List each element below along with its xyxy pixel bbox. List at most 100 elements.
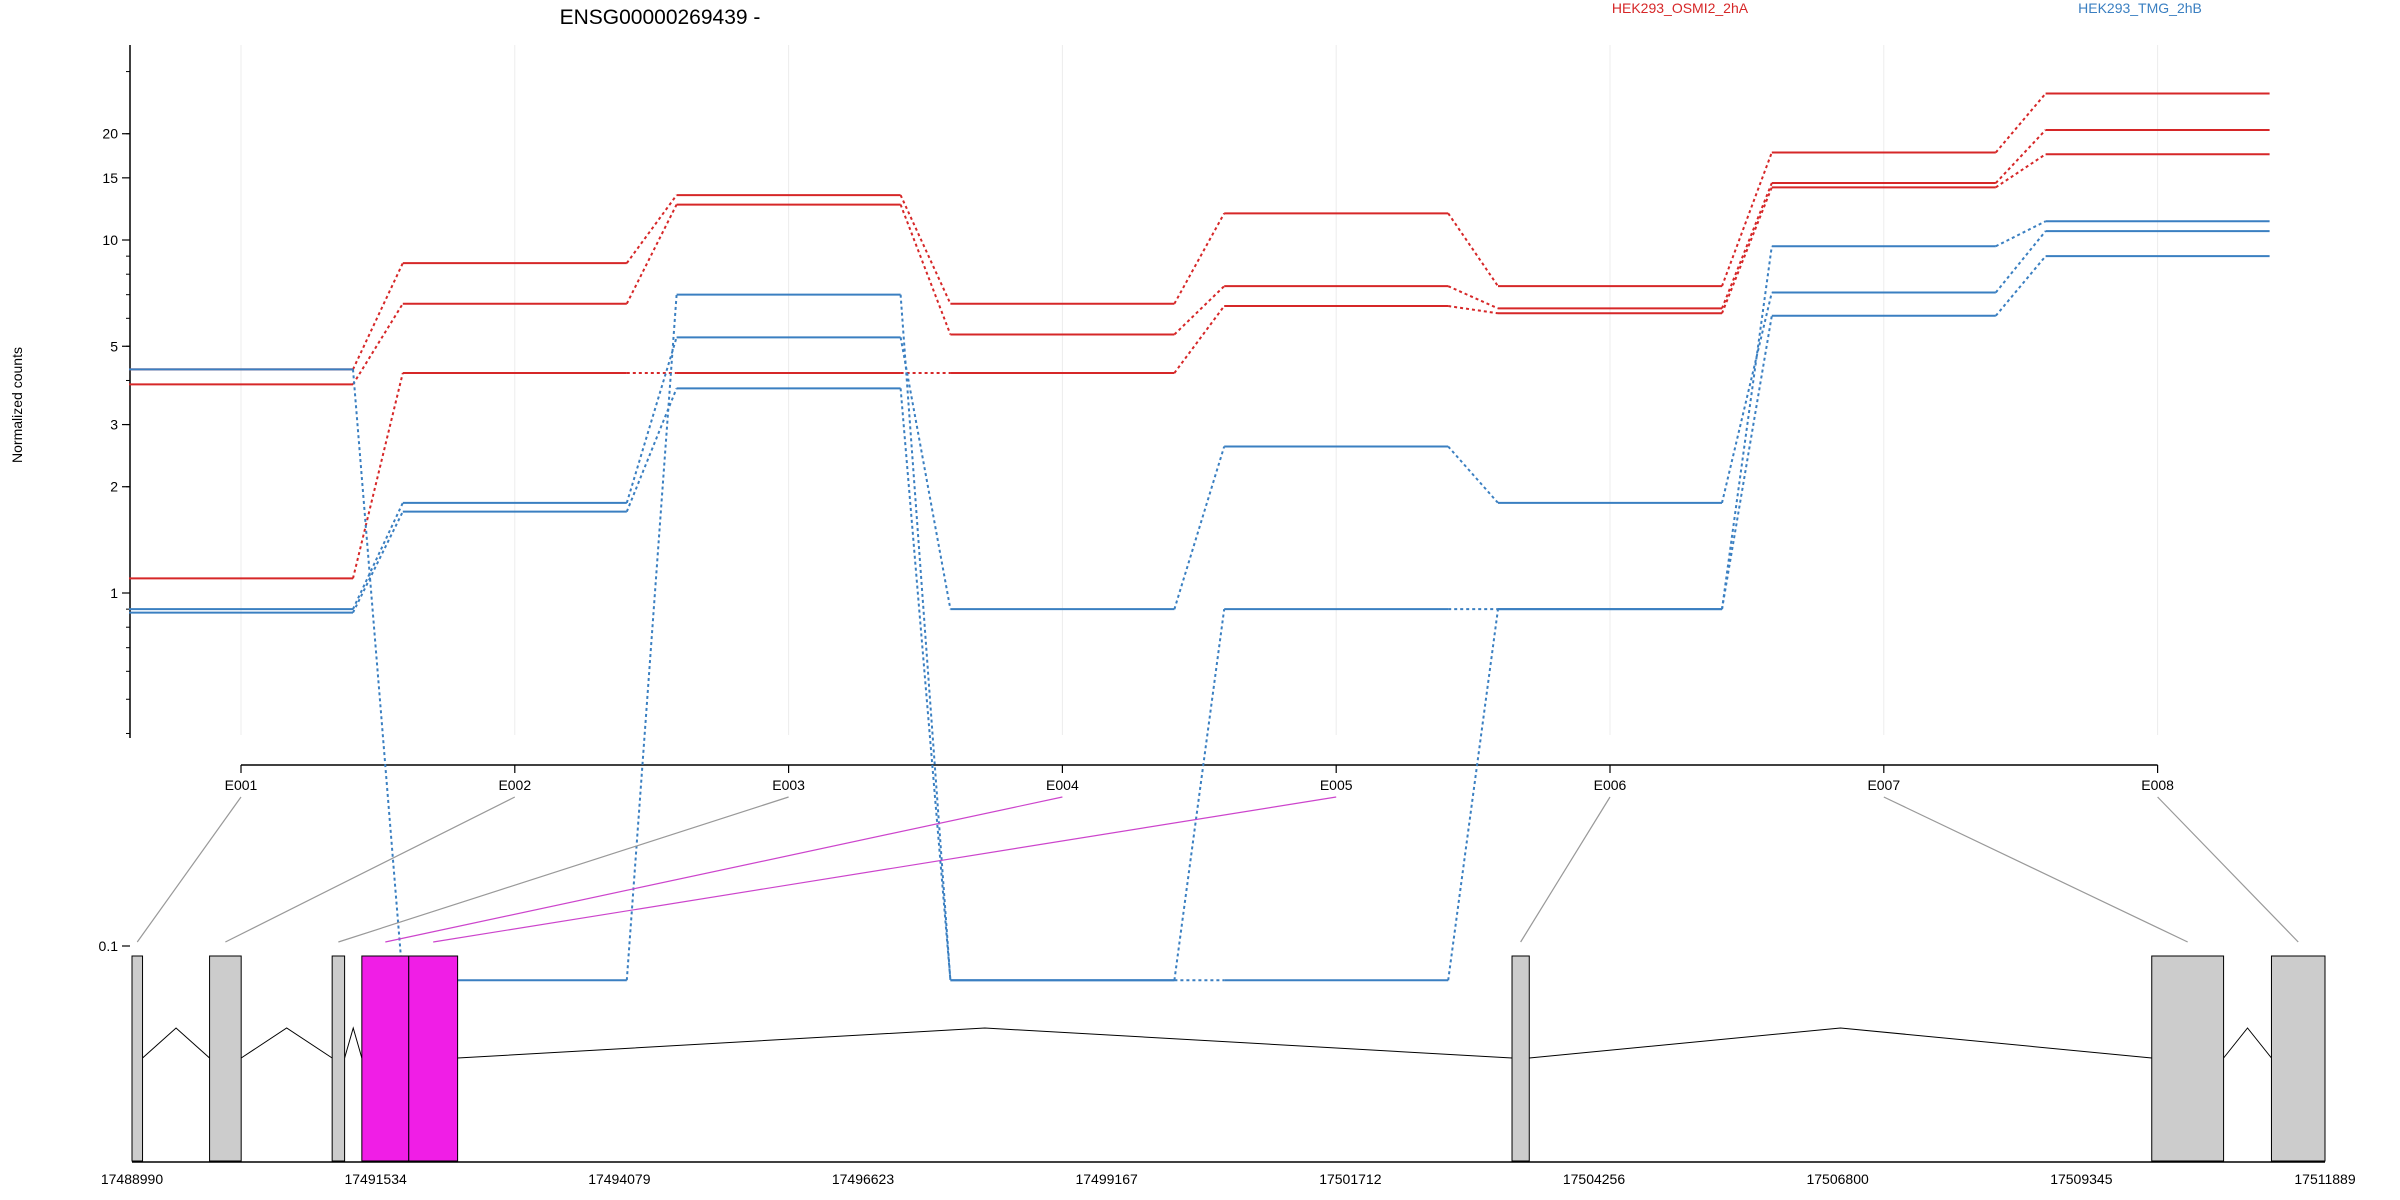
- series-transition: [1721, 186, 1773, 314]
- series-transition: [1448, 305, 1499, 315]
- x-tick-label: E003: [772, 777, 805, 793]
- series-transition: [352, 502, 404, 610]
- intron-E002-E003: [240, 1027, 333, 1059]
- series-HEK293_OSMI2_2hA-2: [129, 153, 2270, 580]
- series-transition: [1447, 609, 1499, 981]
- series-transition: [625, 294, 678, 981]
- exon-boxes: [131, 955, 2326, 1162]
- x-tick-label: E002: [498, 777, 531, 793]
- series-transition: [899, 204, 952, 335]
- exon-box-E004: [361, 955, 410, 1162]
- series-transition: [1721, 315, 1773, 610]
- coordinate-label: 17504256: [1563, 1171, 1626, 1187]
- connector-E008: [2157, 796, 2299, 943]
- coordinate-label: 17499167: [1075, 1171, 1138, 1187]
- series-transition: [1173, 609, 1226, 981]
- connector-E006: [1520, 796, 1611, 943]
- series-HEK293_OSMI2_2hA-1: [129, 128, 2270, 386]
- intron-lines: [142, 1026, 2272, 1059]
- series-transition: [899, 294, 952, 981]
- series-transition: [352, 303, 404, 385]
- y-tick-label: 5: [110, 338, 118, 354]
- coordinate-label: 17491534: [344, 1171, 407, 1187]
- exon-box-E007: [2151, 955, 2225, 1162]
- series-transition: [625, 204, 678, 305]
- series-transition: [1995, 153, 2047, 189]
- y-tick-label: 0.1: [99, 938, 119, 954]
- legend-label-tmg: HEK293_TMG_2hB: [2078, 0, 2202, 16]
- exon-box-E002: [209, 955, 242, 1162]
- series-transition: [1721, 246, 1773, 610]
- intron-E001-E002: [142, 1027, 210, 1059]
- connector-E005: [433, 796, 1337, 943]
- exon-box-E005: [408, 955, 459, 1162]
- intron-E005-E006: [457, 1027, 1513, 1059]
- y-tick-label: 20: [102, 126, 118, 142]
- x-tick-label: E007: [1867, 777, 1900, 793]
- series-transition: [1721, 152, 1773, 287]
- exon-box-E003: [331, 955, 346, 1162]
- series-transition: [1173, 285, 1225, 336]
- series-transition: [899, 194, 952, 305]
- series-HEK293_TMG_2hB-5: [129, 255, 2270, 982]
- coordinate-label: 17511889: [2294, 1171, 2355, 1187]
- series-transition: [1447, 445, 1499, 504]
- x-tick-label: E001: [225, 777, 258, 793]
- vertical-gridlines: [240, 45, 2159, 735]
- series-transition: [1447, 212, 1499, 287]
- series-transition: [1721, 182, 1773, 309]
- connector-E002: [225, 796, 516, 943]
- x-tick-label: E005: [1320, 777, 1353, 793]
- connector-E001: [136, 796, 242, 943]
- series-HEK293_TMG_2hB-3: [129, 220, 2270, 982]
- series-lines: [129, 92, 2270, 982]
- series-transition: [352, 262, 404, 370]
- series-transition: [1995, 220, 2047, 248]
- y-tick-label: 3: [110, 417, 118, 433]
- series-transition: [352, 369, 404, 981]
- series-transition: [625, 194, 678, 264]
- chart-title: ENSG00000269439 -: [560, 6, 761, 29]
- series-HEK293_TMG_2hB-4: [129, 230, 2270, 611]
- connector-E004: [385, 796, 1063, 943]
- coordinate-label: 17509345: [2050, 1171, 2113, 1187]
- series-transition: [352, 511, 404, 614]
- exon-box-E001: [131, 955, 144, 1162]
- series-transition: [1995, 255, 2047, 317]
- series-transition: [1173, 305, 1226, 374]
- y-axis-label: Normalized counts: [9, 347, 25, 463]
- genomic-coordinate-axis: 17488990 17491534 17494079 17496623 17499167…: [101, 1161, 2356, 1187]
- y-axis-ticks: 0.1 1 2 3 5 10 15 20: [99, 71, 130, 954]
- series-HEK293_OSMI2_2hA-0: [129, 92, 2270, 371]
- series-transition: [899, 337, 952, 610]
- y-tick-label: 15: [102, 170, 118, 186]
- series-transition: [1173, 212, 1226, 305]
- y-tick-label: 1: [110, 585, 118, 601]
- coordinate-label: 17496623: [832, 1171, 895, 1187]
- coordinate-label: 17488990: [101, 1171, 164, 1187]
- series-transition: [899, 388, 952, 981]
- exon-connectors: [136, 796, 2299, 943]
- y-tick-label: 2: [110, 479, 118, 495]
- series-transition: [1995, 129, 2047, 184]
- coordinate-label: 17494079: [588, 1171, 651, 1187]
- series-transition: [352, 372, 404, 579]
- series-transition: [625, 337, 678, 504]
- intron-E006-E007: [1529, 1027, 2152, 1059]
- exon-box-E006: [1511, 955, 1530, 1162]
- x-tick-label: E006: [1594, 777, 1627, 793]
- gene-model: 17488990 17491534 17494079 17496623 17499167…: [101, 796, 2356, 1187]
- x-tick-label: E004: [1046, 777, 1079, 793]
- axes: [129, 45, 2158, 766]
- series-transition: [1995, 230, 2047, 294]
- intron-E003-E004: [344, 1026, 363, 1059]
- series-transition: [1721, 292, 1773, 504]
- exon-box-E008: [2270, 955, 2326, 1162]
- series-transition: [1173, 446, 1226, 610]
- connector-E003: [338, 796, 789, 943]
- legend-label-osmi2: HEK293_OSMI2_2hA: [1612, 0, 1749, 16]
- series-transition: [1995, 92, 2047, 154]
- coordinate-label: 17501712: [1319, 1171, 1382, 1187]
